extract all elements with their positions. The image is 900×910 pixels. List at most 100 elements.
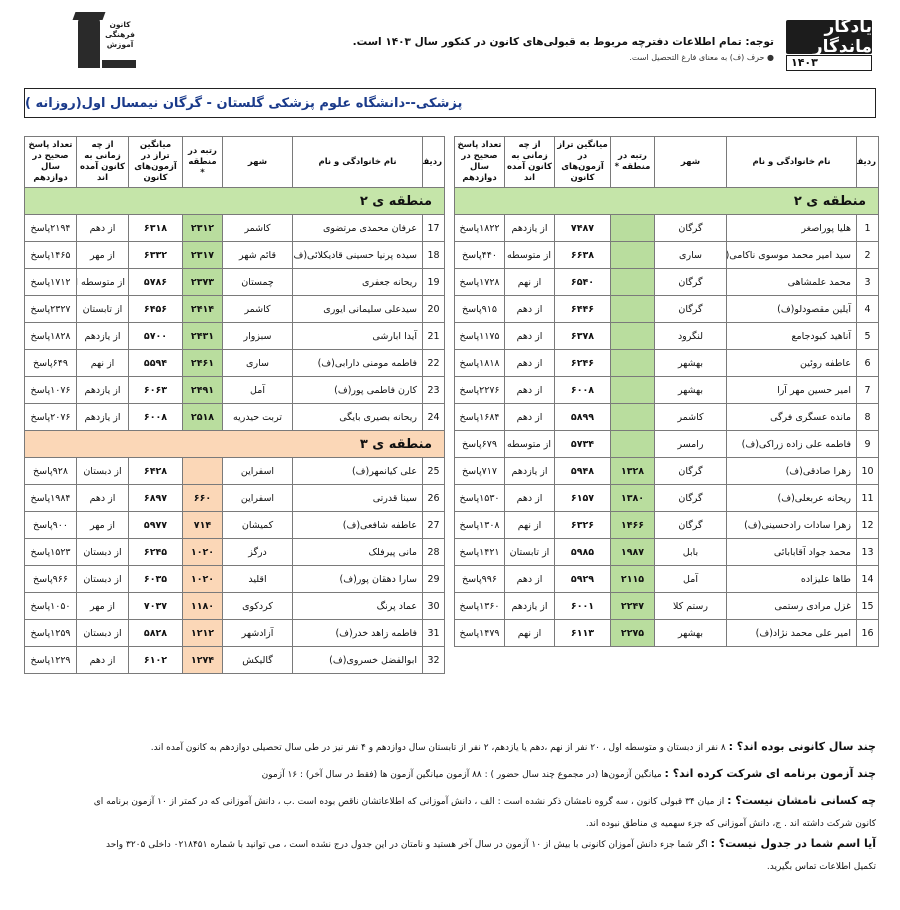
graduate-figure-icon <box>78 18 100 68</box>
row-number: 9 <box>856 430 879 458</box>
city: گالیکش <box>222 646 293 674</box>
average-taraz: ۶۱۰۲ <box>128 646 183 674</box>
table-row: 15 غزل مرادی رستمی رستم کلا ۲۲۴۷ ۶۰۰۱ از یازد… <box>454 592 879 620</box>
joined-since: از متوسطه اول <box>504 241 555 269</box>
joined-since: از یازدهم <box>76 322 129 350</box>
average-taraz: ۶۰۰۸ <box>554 376 611 404</box>
table-row: 3 محمد علمشاهی گرگان ۶۵۴۰ از نهم ۱۷۲۸پاسخ <box>454 268 879 296</box>
rank-in-zone: ۲۴۱۴ <box>182 295 223 323</box>
average-taraz: ۶۳۳۲ <box>128 241 183 269</box>
rank-in-zone <box>610 376 655 404</box>
joined-since: از متوسطه اول <box>504 430 555 458</box>
average-taraz: ۶۰۶۳ <box>128 376 183 404</box>
student-name: فاطمه علی زاده زراکی(ف) <box>726 430 857 458</box>
logo-bar <box>102 60 136 68</box>
row-number: 22 <box>422 349 445 377</box>
col-header: نام خانوادگی و نام <box>292 136 423 188</box>
correct-answers: ۲۱۹۴پاسخ <box>24 214 77 242</box>
joined-since: از یازدهم <box>504 592 555 620</box>
results-table-left: ردیف نام خانوادگی و نام شهر رتبه در منطق… <box>24 136 445 674</box>
city: درگز <box>222 538 293 566</box>
table-row: 30 عماد پرنگ کردکوی ۱۱۸۰ ۷۰۳۷ از مهر ۱۰۵۰پاسخ <box>24 592 445 620</box>
correct-answers: ۱۸۲۲پاسخ <box>454 214 505 242</box>
row-number: 15 <box>856 592 879 620</box>
col-header: میانگین تراز در آزمون‌های کانون <box>554 136 611 188</box>
rank-in-zone: ۱۲۱۲ <box>182 619 223 647</box>
row-number: 2 <box>856 241 879 269</box>
joined-since: از مهر <box>76 592 129 620</box>
row-number: 26 <box>422 484 445 512</box>
student-name: عاطفه شافعی(ف) <box>292 511 423 539</box>
rank-in-zone: ۶۶۰ <box>182 484 223 512</box>
student-name: هلیا پوراصغر <box>726 214 857 242</box>
row-number: 5 <box>856 322 879 350</box>
row-number: 29 <box>422 565 445 593</box>
average-taraz: ۶۰۳۵ <box>128 565 183 593</box>
rank-in-zone: ۲۳۱۲ <box>182 214 223 242</box>
city: اسفراین <box>222 484 293 512</box>
table-row: 23 کارن فاطمی پور(ف) آمل ۲۴۹۱ ۶۰۶۳ از یازدهم ۱… <box>24 376 445 404</box>
table-row: 16 امیر علی محمد نژاد(ف) بهشهر ۲۲۷۵ ۶۱۱۳ از ن… <box>454 619 879 647</box>
student-name: زهرا سادات رادحسینی(ف) <box>726 511 857 539</box>
table-row: 21 آیدا ابارشی سبزوار ۲۴۳۱ ۵۷۰۰ از یازدهم ۱۸۲۸… <box>24 322 445 350</box>
row-number: 16 <box>856 619 879 647</box>
table-row: 13 محمد جواد آقابابائی بابل ۱۹۸۷ ۵۹۸۵ از تابس… <box>454 538 879 566</box>
average-taraz: ۵۵۹۴ <box>128 349 183 377</box>
student-name: محمد جواد آقابابائی <box>726 538 857 566</box>
average-taraz: ۵۸۲۸ <box>128 619 183 647</box>
desc-q3-cont: کانون شرکت داشته اند . ج، دانش آموزانی ک… <box>585 819 876 829</box>
col-header: رتبه در منطقه * <box>182 136 223 188</box>
student-name: محمد علمشاهی <box>726 268 857 296</box>
correct-answers: ۱۲۲۹پاسخ <box>24 646 77 674</box>
desc-q4-cont: تکمیل اطلاعات تماس بگیرید. <box>766 862 876 872</box>
city: بهشهر <box>654 619 727 647</box>
city: ساری <box>654 241 727 269</box>
average-taraz: ۶۶۳۸ <box>554 241 611 269</box>
rank-in-zone: ۷۱۴ <box>182 511 223 539</box>
correct-answers: ۲۲۷۶پاسخ <box>454 376 505 404</box>
average-taraz: ۵۹۴۸ <box>554 457 611 485</box>
student-name: سینا قدرتی <box>292 484 423 512</box>
table-row: 6 عاطفه روئین بهشهر ۶۲۴۶ از دهم ۱۸۱۸پاسخ <box>454 349 879 377</box>
rank-in-zone: ۲۱۱۵ <box>610 565 655 593</box>
student-name: عماد پرنگ <box>292 592 423 620</box>
program-banner: پزشکی--دانشگاه علوم پزشکی گلستان - گرگان… <box>24 88 876 118</box>
city: رامسر <box>654 430 727 458</box>
student-name: طاها علیزاده <box>726 565 857 593</box>
table-row: 32 ابوالفضل خسروی(ف) گالیکش ۱۲۷۴ ۶۱۰۲ از دهم ۱… <box>24 646 445 674</box>
average-taraz: ۶۱۱۳ <box>554 619 611 647</box>
city: گرگان <box>654 295 727 323</box>
average-taraz: ۷۰۳۷ <box>128 592 183 620</box>
correct-answers: ۱۷۱۲پاسخ <box>24 268 77 296</box>
city: بهشهر <box>654 376 727 404</box>
correct-answers: ۱۶۸۴پاسخ <box>454 403 505 431</box>
table-row: 25 علی کیانمهر(ف) اسفراین ۶۴۲۸ از دبستان ۹۲۸پ… <box>24 457 445 485</box>
student-name: کارن فاطمی پور(ف) <box>292 376 423 404</box>
correct-answers: ۹۰۰پاسخ <box>24 511 77 539</box>
rank-in-zone: ۲۵۱۸ <box>182 403 223 431</box>
desc-q2: چند آزمون برنامه ای شرکت کرده اند؟ : میا… <box>261 767 876 780</box>
brand-logo: یادگار ماندگار ۱۴۰۳ <box>782 17 872 71</box>
table-row: 11 ریحانه عربعلی(ف) گرگان ۱۳۸۰ ۶۱۵۷ از دهم ۱۵۳… <box>454 484 879 512</box>
correct-answers: ۱۵۲۳پاسخ <box>24 538 77 566</box>
joined-since: از دهم <box>504 322 555 350</box>
correct-answers: ۴۴۰پاسخ <box>454 241 505 269</box>
joined-since: از مهر <box>76 511 129 539</box>
rank-in-zone: ۱۳۲۸ <box>610 457 655 485</box>
row-number: 25 <box>422 457 445 485</box>
average-taraz: ۵۹۷۷ <box>128 511 183 539</box>
joined-since: از تابستان <box>76 295 129 323</box>
joined-since: از دبستان <box>76 565 129 593</box>
joined-since: از مهر <box>76 241 129 269</box>
correct-answers: ۱۳۰۸پاسخ <box>454 511 505 539</box>
average-taraz: ۶۰۰۱ <box>554 592 611 620</box>
average-taraz: ۵۸۹۹ <box>554 403 611 431</box>
rank-in-zone: ۲۴۶۱ <box>182 349 223 377</box>
table-row: 5 آناهید کبودجامع لنگرود ۶۳۷۸ از دهم ۱۱۷۵پاسخ <box>454 322 879 350</box>
average-taraz: ۶۴۴۶ <box>554 295 611 323</box>
col-header: نام خانوادگی و نام <box>726 136 857 188</box>
rank-in-zone <box>610 349 655 377</box>
student-name: سارا دهقان پور(ف) <box>292 565 423 593</box>
correct-answers: ۹۹۶پاسخ <box>454 565 505 593</box>
city: لنگرود <box>654 322 727 350</box>
